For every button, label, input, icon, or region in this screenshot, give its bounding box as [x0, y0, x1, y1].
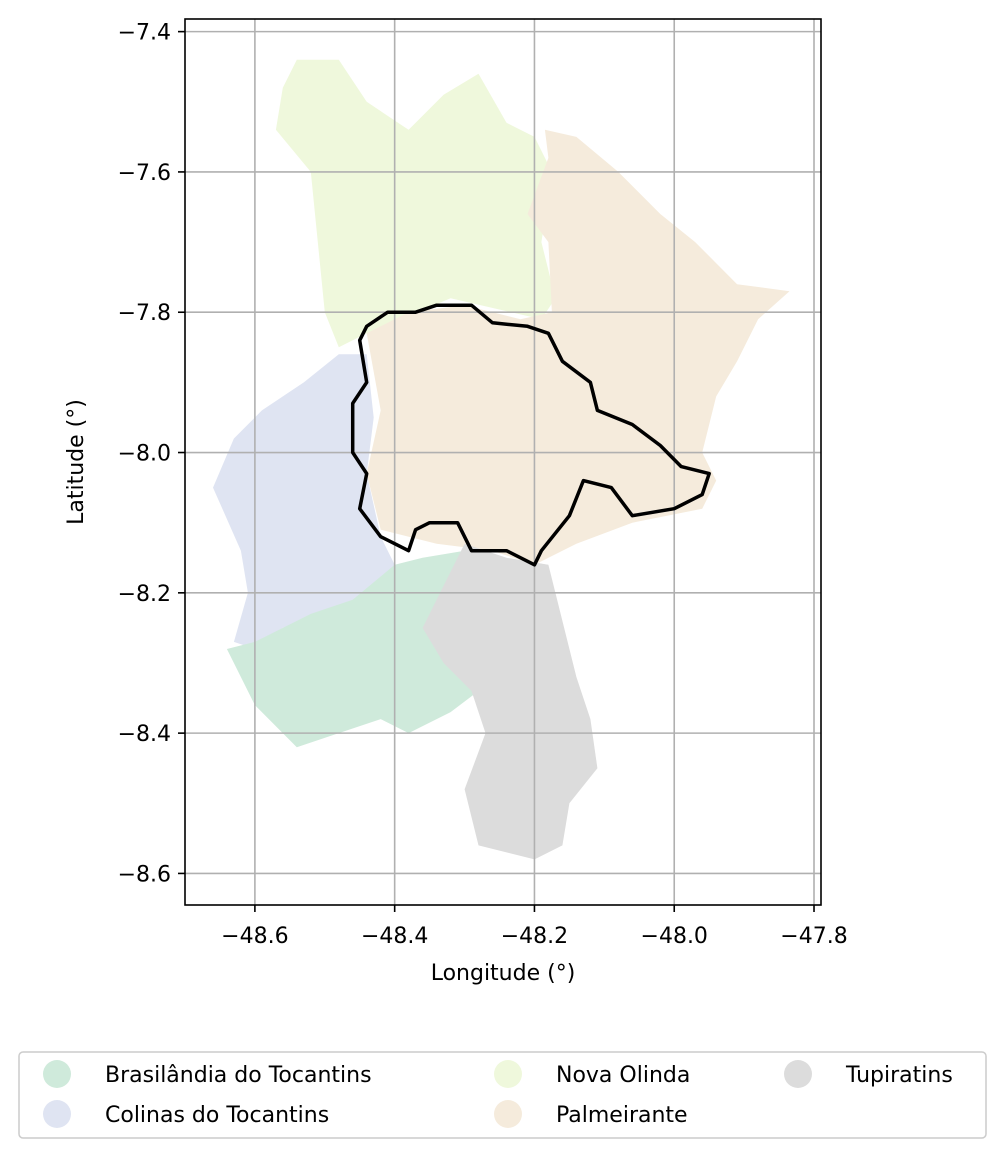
legend-marker — [494, 1100, 522, 1128]
y-axis-label: Latitude (°) — [64, 399, 89, 525]
y-tick-label: −7.6 — [118, 161, 171, 186]
legend-box — [18, 1051, 987, 1139]
region-palmeirante — [366, 129, 790, 565]
legend-label: Nova Olinda — [556, 1063, 690, 1088]
legend: Brasilândia do Tocantins Colinas do Tocan… — [18, 1051, 987, 1139]
region-nova-olinda — [275, 59, 556, 348]
legend-label: Palmeirante — [556, 1103, 688, 1128]
grid-lines — [185, 19, 821, 905]
x-tick-label: −47.8 — [780, 924, 847, 949]
study-area-outline-layer — [350, 303, 711, 567]
y-tick-label: −8.2 — [118, 582, 171, 607]
region-colinas-do-tocantins — [213, 354, 395, 649]
municipality-regions — [213, 59, 790, 860]
y-tick-label: −8.4 — [118, 722, 171, 747]
x-axis-label: Longitude (°) — [431, 961, 576, 986]
x-tick-label: −48.2 — [501, 924, 568, 949]
x-tick-label: −48.6 — [221, 924, 288, 949]
y-axis-ticks: −7.4 −7.6 −7.8 −8.0 −8.2 −8.4 −8.6 — [118, 21, 185, 887]
y-tick-label: −7.4 — [118, 21, 171, 46]
legend-label: Brasilândia do Tocantins — [105, 1063, 372, 1088]
x-tick-label: −48.4 — [361, 924, 428, 949]
legend-marker — [784, 1060, 812, 1088]
x-axis-ticks: −48.6 −48.4 −48.2 −48.0 −47.8 — [221, 905, 848, 949]
legend-marker — [43, 1060, 71, 1088]
y-tick-label: −8.0 — [118, 442, 171, 467]
region-brasil-ndia-do-tocantins — [226, 550, 479, 748]
plot-frame — [184, 18, 822, 906]
legend-marker — [43, 1100, 71, 1128]
y-tick-label: −8.6 — [118, 862, 171, 887]
legend-label: Tupiratins — [845, 1063, 953, 1088]
legend-label: Colinas do Tocantins — [105, 1103, 329, 1128]
x-tick-label: −48.0 — [641, 924, 708, 949]
study-area-outline — [350, 303, 711, 567]
y-tick-label: −7.8 — [118, 301, 171, 326]
region-tupiratins — [422, 543, 598, 860]
legend-marker — [494, 1060, 522, 1088]
